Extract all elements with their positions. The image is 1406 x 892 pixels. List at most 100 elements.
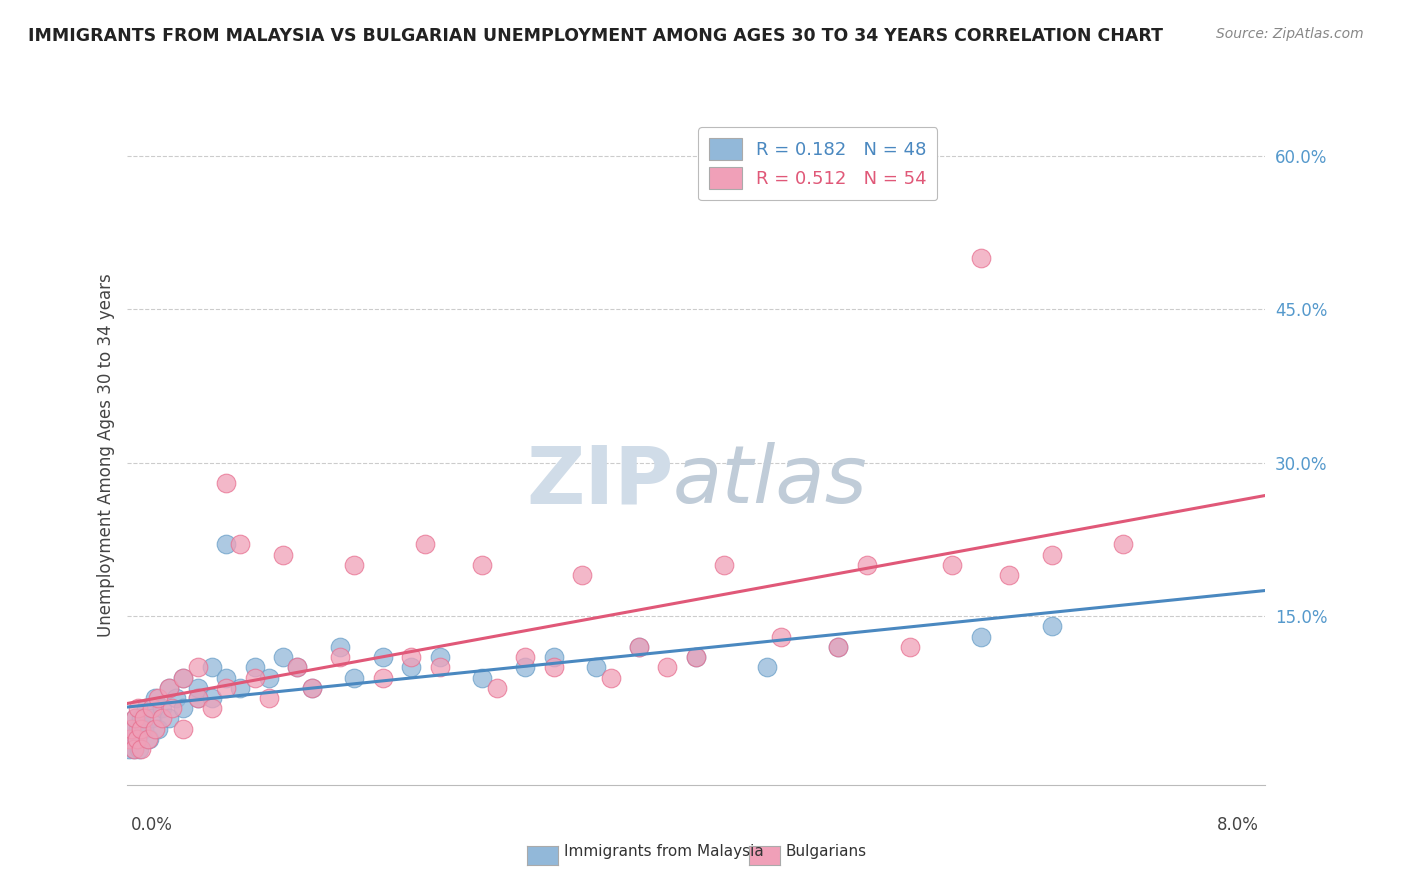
Point xyxy=(215,681,238,695)
Point xyxy=(543,660,565,674)
Point xyxy=(229,681,252,695)
Point xyxy=(122,742,145,756)
Point xyxy=(201,690,224,705)
Point xyxy=(343,671,366,685)
Point xyxy=(685,650,707,665)
Point xyxy=(150,711,173,725)
Point xyxy=(129,742,152,756)
Point xyxy=(124,711,146,725)
Point xyxy=(172,671,194,685)
Text: Source: ZipAtlas.com: Source: ZipAtlas.com xyxy=(1216,27,1364,41)
Point xyxy=(401,660,423,674)
Point xyxy=(132,711,155,725)
Point xyxy=(301,681,323,695)
Point xyxy=(628,640,651,654)
Point xyxy=(129,711,152,725)
Point xyxy=(138,731,160,746)
Point xyxy=(143,690,166,705)
Point xyxy=(146,690,169,705)
Point xyxy=(343,558,366,572)
Point xyxy=(187,660,209,674)
Point xyxy=(827,640,849,654)
Point xyxy=(485,681,508,695)
Point xyxy=(471,671,494,685)
Text: Immigrants from Malaysia: Immigrants from Malaysia xyxy=(564,845,763,859)
Text: ZIP: ZIP xyxy=(526,442,673,520)
Point xyxy=(970,630,993,644)
Y-axis label: Unemployment Among Ages 30 to 34 years: Unemployment Among Ages 30 to 34 years xyxy=(97,273,115,637)
Point xyxy=(160,701,183,715)
Point xyxy=(1040,619,1063,633)
Point xyxy=(657,660,679,674)
Text: 0.0%: 0.0% xyxy=(131,816,173,834)
Point xyxy=(329,650,352,665)
Point xyxy=(150,701,173,715)
Text: Bulgarians: Bulgarians xyxy=(786,845,868,859)
Point xyxy=(287,660,309,674)
Point xyxy=(157,681,180,695)
Point xyxy=(713,558,735,572)
Point xyxy=(855,558,877,572)
Point xyxy=(998,568,1021,582)
Point xyxy=(770,630,793,644)
Point xyxy=(141,701,163,715)
Point xyxy=(329,640,352,654)
Point xyxy=(172,701,194,715)
Point xyxy=(121,722,143,736)
Point xyxy=(125,731,148,746)
Point xyxy=(201,660,224,674)
Point xyxy=(187,681,209,695)
Point xyxy=(756,660,779,674)
Point xyxy=(585,660,607,674)
Point xyxy=(599,671,621,685)
Point xyxy=(515,660,537,674)
Point xyxy=(120,722,142,736)
Point xyxy=(685,650,707,665)
Point xyxy=(120,731,142,746)
Point xyxy=(229,537,252,551)
Point xyxy=(628,640,651,654)
Point xyxy=(143,722,166,736)
Point xyxy=(301,681,323,695)
Point xyxy=(201,701,224,715)
Point xyxy=(243,660,266,674)
Point xyxy=(1040,548,1063,562)
Point xyxy=(127,722,149,736)
Point xyxy=(471,558,494,572)
Point xyxy=(827,640,849,654)
Point xyxy=(118,742,141,756)
Point xyxy=(429,660,451,674)
Point xyxy=(371,650,394,665)
Point xyxy=(127,701,149,715)
Point xyxy=(371,671,394,685)
Point xyxy=(898,640,921,654)
Point xyxy=(941,558,963,572)
Point xyxy=(141,711,163,725)
Text: atlas: atlas xyxy=(673,442,868,520)
Point xyxy=(215,537,238,551)
Point xyxy=(970,251,993,265)
Point xyxy=(146,722,169,736)
Point xyxy=(257,671,280,685)
Point xyxy=(1112,537,1135,551)
Point xyxy=(257,690,280,705)
Point xyxy=(187,690,209,705)
Point xyxy=(157,681,180,695)
Point xyxy=(515,650,537,665)
Point xyxy=(243,671,266,685)
Point xyxy=(187,690,209,705)
Point xyxy=(415,537,437,551)
Point xyxy=(129,722,152,736)
Point xyxy=(125,731,148,746)
Point xyxy=(271,548,294,562)
Point xyxy=(543,650,565,665)
Point xyxy=(165,690,187,705)
Point xyxy=(135,701,157,715)
Point xyxy=(271,650,294,665)
Point xyxy=(122,742,145,756)
Point xyxy=(215,476,238,491)
Text: 8.0%: 8.0% xyxy=(1216,816,1258,834)
Point xyxy=(157,711,180,725)
Point xyxy=(124,711,146,725)
Point xyxy=(118,731,141,746)
